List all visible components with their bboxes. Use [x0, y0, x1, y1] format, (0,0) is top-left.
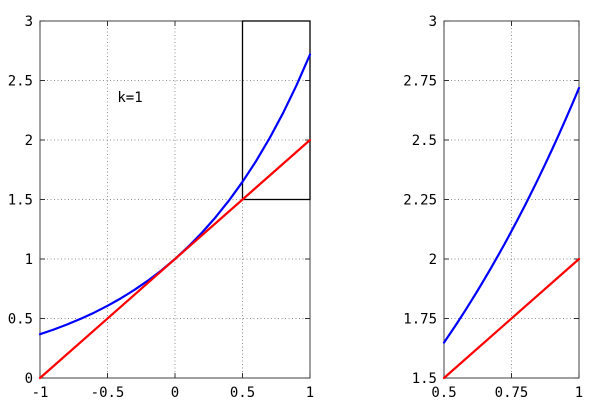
tangent-line [38, 138, 312, 380]
y-tick-label: 0.5 [8, 312, 33, 328]
x-tick-label: 0.5 [230, 385, 255, 401]
x-tick-label: 0.75 [495, 385, 529, 401]
tangent-line [442, 257, 581, 380]
x-tick-label: 0.5 [431, 385, 456, 401]
y-tick-label: 2.75 [403, 74, 437, 90]
exp-curve [38, 53, 312, 336]
x-tick-label: -0.5 [91, 385, 125, 401]
y-tick-label: 2 [25, 133, 33, 149]
x-tick-label: 1 [575, 385, 583, 401]
y-tick-label: 3 [25, 14, 33, 30]
exp-curve [442, 86, 581, 344]
y-tick-label: 2.5 [412, 133, 437, 149]
y-tick-label: 2.25 [403, 193, 437, 209]
y-tick-label: 2 [429, 252, 437, 268]
y-tick-label: 0 [25, 371, 33, 387]
annotation-k-label: k=1 [117, 90, 143, 106]
y-tick-label: 3 [429, 14, 437, 30]
y-tick-label: 1.5 [8, 193, 33, 209]
y-tick-label: 1.75 [403, 312, 437, 328]
x-tick-label: -1 [32, 385, 49, 401]
x-tick-label: 0 [171, 385, 179, 401]
y-tick-label: 1.5 [412, 371, 437, 387]
x-tick-label: 1 [306, 385, 314, 401]
y-tick-label: 1 [25, 252, 33, 268]
y-tick-label: 2.5 [8, 74, 33, 90]
zoom-region-box [241, 20, 311, 201]
